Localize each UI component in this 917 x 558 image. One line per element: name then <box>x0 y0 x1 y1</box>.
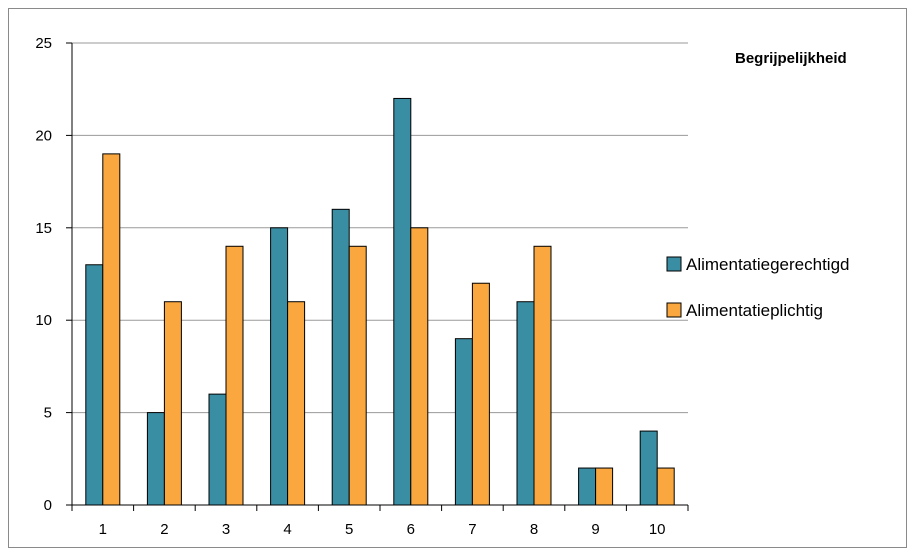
x-tick-label: 2 <box>160 521 168 538</box>
y-tick-label: 20 <box>35 127 52 144</box>
x-tick-label: 5 <box>345 521 353 538</box>
y-tick-labels: 0 5 10 15 20 25 <box>35 35 52 514</box>
x-tick-label: 10 <box>649 521 666 538</box>
bar-alimentatieplichtig-2 <box>163 301 182 506</box>
bar-alimentatieplichtig-10 <box>656 467 675 506</box>
x-tick-label: 6 <box>407 521 415 538</box>
bar-alimentatieplichtig-3 <box>225 245 244 506</box>
bar-alimentatieplichtig-7 <box>471 282 490 506</box>
y-tick-label: 10 <box>35 312 52 329</box>
chart-title: Begrijpelijkheid <box>735 50 847 67</box>
bar-alimentatieplichtig-4 <box>287 301 306 506</box>
bars <box>85 97 675 506</box>
legend-label-alimentatiegerechtigd: Alimentatiegerechtigd <box>686 255 849 274</box>
bar-alimentatiegerechtigd-7 <box>454 338 473 506</box>
x-tick-label: 1 <box>99 521 107 538</box>
x-tick-label: 7 <box>468 521 476 538</box>
bar-alimentatieplichtig-9 <box>595 467 614 506</box>
bar-alimentatiegerechtigd-1 <box>85 264 104 506</box>
bar-alimentatieplichtig-6 <box>410 227 429 506</box>
bar-alimentatiegerechtigd-2 <box>146 412 165 506</box>
bar-alimentatiegerechtigd-3 <box>208 393 227 506</box>
y-tick-label: 15 <box>35 220 52 237</box>
bar-alimentatiegerechtigd-5 <box>331 208 350 506</box>
bar-alimentatieplichtig-5 <box>348 245 367 506</box>
bar-alimentatiegerechtigd-10 <box>639 430 658 506</box>
bar-alimentatiegerechtigd-9 <box>578 467 597 506</box>
bar-alimentatieplichtig-1 <box>102 153 121 506</box>
legend-swatch-alimentatiegerechtigd <box>666 256 682 272</box>
legend: Alimentatiegerechtigd Alimentatieplichti… <box>666 255 849 320</box>
legend-label-alimentatieplichtig: Alimentatieplichtig <box>686 301 823 320</box>
bar-alimentatieplichtig-8 <box>533 245 552 506</box>
bar-alimentatiegerechtigd-4 <box>270 227 289 506</box>
y-tick-label: 5 <box>44 405 52 422</box>
x-tick-label: 9 <box>591 521 599 538</box>
y-tick-label: 0 <box>44 497 52 514</box>
bar-alimentatiegerechtigd-8 <box>516 301 535 506</box>
bar-alimentatiegerechtigd-6 <box>393 97 412 506</box>
x-tick-label: 8 <box>530 521 538 538</box>
x-tick-label: 4 <box>283 521 291 538</box>
axes <box>71 43 688 506</box>
legend-swatch-alimentatieplichtig <box>666 302 682 318</box>
x-tick-label: 3 <box>222 521 230 538</box>
x-tick-labels: 1 2 3 4 5 6 7 8 9 10 <box>99 521 666 538</box>
y-tick-label: 25 <box>35 35 52 52</box>
